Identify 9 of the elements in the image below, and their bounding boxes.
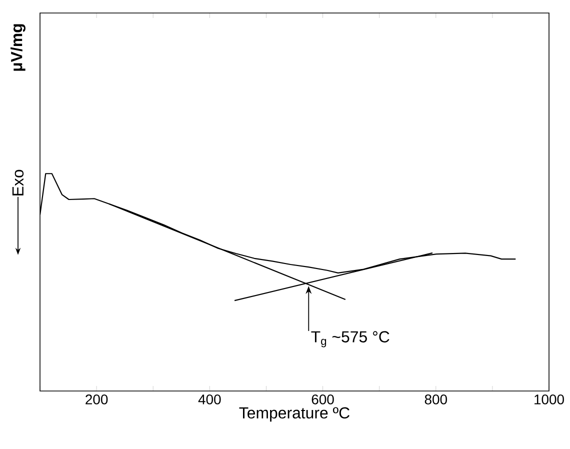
x-tick-label: 1000 xyxy=(534,394,564,404)
x-tick-label: 600 xyxy=(312,394,334,404)
x-axis-title: Temperature ºC xyxy=(239,407,350,422)
x-tick-label: 200 xyxy=(86,394,108,404)
annotation: T$_{g}$ ~575 °C xyxy=(311,331,390,348)
text: μV/mg xyxy=(10,24,26,71)
x-tick-label: 400 xyxy=(198,394,221,404)
x-tick-label: 800 xyxy=(424,394,447,404)
text: Exo xyxy=(12,170,24,196)
